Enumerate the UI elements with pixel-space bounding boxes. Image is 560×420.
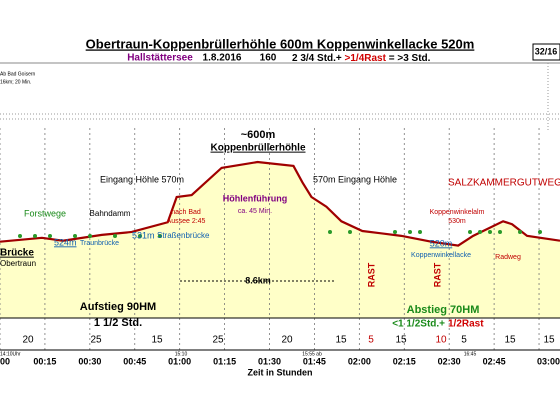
annotation: Koppenwinkellacke [411, 252, 471, 259]
annotation: ca. 45 Min. [238, 208, 272, 215]
annotation: 1 1/2 Std. [94, 317, 142, 329]
segment-minutes: 15 [543, 335, 555, 346]
x-tick-label: 01:15 [213, 356, 236, 366]
annotation: Eingang Höhle 570m [100, 174, 184, 184]
x-tick-label: 02:15 [393, 356, 416, 366]
x-tick-label: 02:45 [483, 356, 506, 366]
annotation: Aussee 2:45 [167, 218, 206, 225]
tree-icon [33, 234, 37, 238]
subtitle-place: Hallstättersee [127, 53, 193, 64]
plot-layer: 00 00:15 00:30 00:45 01:00 01:15 01:30 01:45 02:… [0, 62, 560, 366]
profile-line [0, 160, 560, 247]
annotation: Koppenwinkelalm [430, 209, 485, 216]
tree-icon [488, 230, 492, 234]
subtitle-part: 2 3/4 Std.+ [292, 53, 342, 64]
tree-icon [328, 230, 332, 234]
tree-icon [498, 230, 502, 234]
tree-icon [113, 234, 117, 238]
annotation: <1 1/2Std.+ [392, 319, 445, 330]
x-tick-label: 03:00 [537, 356, 560, 366]
subtitle-part: = >3 Std. [389, 53, 431, 64]
clock-time: 15:55 ab [302, 351, 322, 357]
tree-icon [48, 234, 52, 238]
annotation: Bahndamm [90, 209, 131, 218]
chart-title: Obertraun-Koppenbrüllerhöhle 600m Koppen… [86, 36, 475, 51]
segment-minutes: 15 [335, 335, 347, 346]
annotation: 1/2Rast [448, 319, 484, 330]
segment-minutes: 15 [395, 335, 407, 346]
annotation: 520m [430, 238, 453, 248]
annotation: 524m [54, 237, 77, 247]
tree-icon [138, 234, 142, 238]
page-label: 32/16 [535, 46, 558, 56]
profile-area [0, 162, 560, 318]
clock-time: 15:10 [175, 351, 188, 357]
segment-minutes: 5 [368, 335, 374, 346]
subtitle-duration: 2 3/4 Std.+ >1/4Rast = >3 Std. [292, 53, 431, 64]
segment-minutes: 10 [435, 335, 447, 346]
annotation: SALZKAMMERGUTWEG 2 [448, 178, 560, 189]
tree-icon [73, 234, 77, 238]
x-tick-label: 02:30 [438, 356, 461, 366]
tree-icon [418, 230, 422, 234]
annotation: Abstieg 70HM [407, 304, 480, 316]
x-tick-label: 00:15 [33, 356, 56, 366]
annotation: Obertraun [0, 259, 36, 268]
annotation: RAST [432, 262, 442, 287]
subtitle-part: >1/4Rast [345, 53, 387, 64]
annotation: Straßenbrücke [157, 231, 210, 240]
tree-icon [518, 230, 522, 234]
segment-minutes: 5 [461, 335, 467, 346]
annotation: 16km; 20 Min. [0, 79, 31, 85]
annotation: Brücke [0, 248, 34, 259]
tree-icon [348, 230, 352, 234]
tree-icon [88, 234, 92, 238]
annotation: Traunbrücke [80, 240, 119, 247]
annotation: 531m [132, 230, 155, 240]
x-tick-label: 00 [0, 356, 10, 366]
annotation: Aufstieg 90HM [80, 301, 156, 313]
tree-icon [468, 230, 472, 234]
segment-minutes: 20 [22, 335, 34, 346]
annotation: 8.6km [245, 275, 271, 285]
clock-time: 16:45 [464, 351, 477, 357]
segment-minutes: 25 [212, 335, 224, 346]
annotation: Radweg [495, 254, 521, 261]
annotation: Ab Bad Goisern [0, 71, 36, 77]
page-box [532, 43, 560, 61]
segment-minutes: 15 [504, 335, 516, 346]
annotation: nach Bad [171, 209, 201, 216]
tree-icon [538, 230, 542, 234]
x-tick-label: 00:45 [123, 356, 146, 366]
x-tick-label: 00:30 [78, 356, 101, 366]
tree-icon [393, 230, 397, 234]
segment-minutes: 20 [281, 335, 293, 346]
annotation: 570m Eingang Höhle [313, 174, 397, 184]
segment-minutes: 25 [90, 335, 102, 346]
subtitle-date: 1.8.2016 [203, 53, 242, 64]
annotation: RAST [366, 262, 376, 287]
annotation: Forstwege [24, 208, 66, 218]
x-tick-label: 02:00 [348, 356, 371, 366]
annotation: Höhlenführung [223, 193, 288, 203]
tree-icon [478, 230, 482, 234]
x-tick-label: 01:00 [168, 356, 191, 366]
annotation: ~600m [241, 129, 276, 141]
subtitle-number: 160 [260, 53, 277, 64]
tree-icon [158, 234, 162, 238]
tree-icon [408, 230, 412, 234]
clock-time: 14:10Uhr [0, 351, 21, 357]
x-tick-label: 01:30 [258, 356, 281, 366]
tree-icon [18, 234, 22, 238]
annotation: Koppenbrüllerhöhle [211, 143, 306, 154]
segment-minutes: 15 [151, 335, 163, 346]
x-axis-label: Zeit in Stunden [248, 367, 313, 377]
x-tick-label: 01:45 [303, 356, 326, 366]
annotation: 530m [448, 218, 466, 225]
